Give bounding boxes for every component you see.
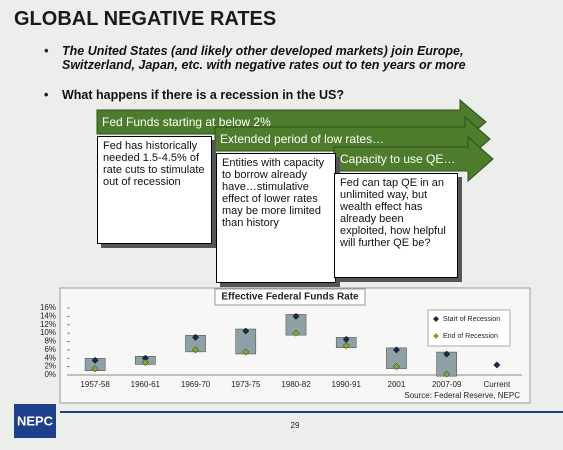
title: GLOBAL NEGATIVE RATES [14, 8, 277, 30]
arrows [96, 98, 494, 183]
marker [141, 358, 149, 366]
logo-box [14, 404, 56, 438]
y-tick-label: 10% [40, 328, 56, 337]
bullet-text: What happens if there is a recession in … [62, 88, 345, 102]
marker [192, 333, 200, 341]
bullet: • The United States (and likely other dev… [44, 44, 466, 72]
marker [242, 348, 250, 356]
y-tick-label: 14% [40, 311, 56, 320]
marker [443, 350, 451, 358]
marker [91, 356, 99, 364]
marker [292, 329, 300, 337]
x-tick-label: 2001 [388, 380, 406, 389]
marker [192, 346, 200, 354]
legend-label: End of Recession [443, 333, 498, 340]
y-tick-label: 8% [44, 337, 56, 346]
y-tick-label: 2% [44, 362, 56, 371]
step-heading: Capacity to use QE… [340, 152, 456, 166]
marker [292, 312, 300, 320]
chart-title-box [214, 288, 366, 306]
marker [392, 363, 400, 371]
marker [493, 361, 501, 369]
marker [392, 346, 400, 354]
legend-marker [433, 316, 439, 322]
logo: NEPC [17, 413, 54, 428]
bullet-text: The United States (and likely other deve… [62, 44, 466, 72]
x-tick-label: 1990-91 [332, 380, 362, 389]
marker [342, 342, 350, 350]
marker [443, 370, 451, 378]
arrow [333, 135, 494, 183]
y-tick-label: 6% [44, 345, 56, 354]
step-heading: Extended period of low rates… [220, 132, 385, 146]
legend-box [427, 309, 511, 347]
x-tick-label: 1960-61 [131, 380, 161, 389]
page-number: 29 [291, 421, 300, 430]
x-tick-label: 1969-70 [181, 380, 211, 389]
bullet: • What happens if there is a recession in… [44, 88, 345, 102]
chart-title: Effective Federal Funds Rate [221, 292, 359, 303]
y-tick-label: 0% [44, 370, 56, 379]
x-tick-label: Current [484, 380, 511, 389]
source: Source: Federal Reserve, NEPC [404, 391, 520, 400]
step-box: Entities with capacity to borrow already… [216, 153, 336, 283]
marker [242, 327, 250, 335]
x-tick-label: 1980-82 [281, 380, 311, 389]
y-tick-label: 4% [44, 353, 56, 362]
y-tick-label: 16% [40, 303, 56, 312]
y-tick-label: 12% [40, 320, 56, 329]
x-tick-label: 1973-75 [231, 380, 261, 389]
step-box: Fed can tap QE in an unlimited way, but … [334, 173, 458, 278]
step-box: Fed has historically needed 1.5-4.5% of … [97, 136, 212, 244]
x-tick-label: 2007-09 [432, 380, 462, 389]
legend-marker [433, 333, 439, 339]
x-tick-label: 1957-58 [80, 380, 110, 389]
step-heading: Fed Funds starting at below 2% [102, 115, 271, 129]
marker [91, 365, 99, 373]
legend-label: Start of Recession [443, 316, 500, 323]
